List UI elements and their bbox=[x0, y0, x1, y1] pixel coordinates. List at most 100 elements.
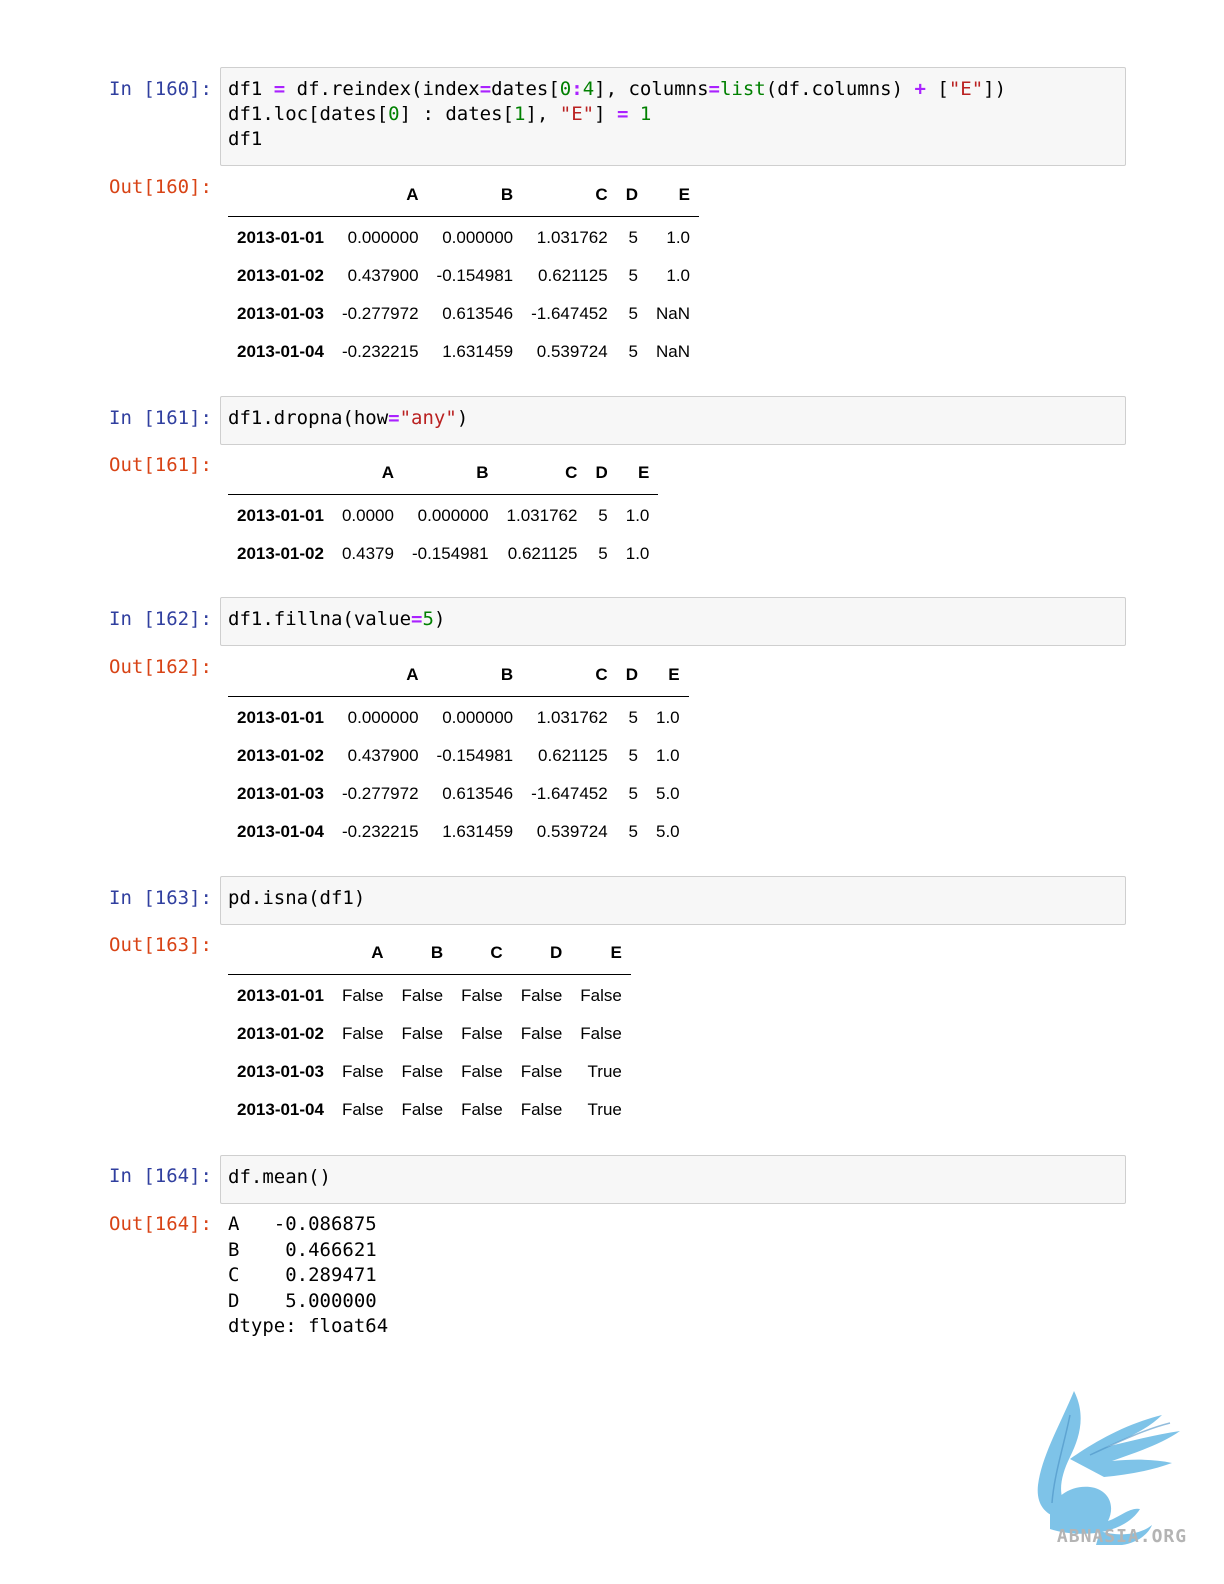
table-cell: 1.031762 bbox=[536, 228, 608, 247]
table-cell: False bbox=[401, 1024, 444, 1043]
table-cell: 1.631459 bbox=[442, 342, 514, 361]
row-index-label: 2013-01-01 bbox=[237, 986, 324, 1005]
code-token: list bbox=[719, 78, 766, 100]
index-header bbox=[228, 174, 333, 217]
output-prompt: Out[164]: bbox=[109, 1213, 212, 1235]
code-token: df1 bbox=[228, 128, 263, 150]
code-input-editor[interactable]: df1.dropna(how="any") bbox=[220, 396, 1126, 445]
code-token: df1 bbox=[228, 78, 274, 100]
code-token: ] bbox=[594, 103, 617, 125]
table-row: 2013-01-02 0.437900 -0.154981 0.621125 5 1.0 bbox=[228, 737, 689, 775]
column-header: E bbox=[616, 452, 659, 495]
table-row: 2013-01-02 False False False False False bbox=[228, 1015, 631, 1053]
column-header: C bbox=[452, 932, 512, 975]
code-token: 0 bbox=[559, 78, 572, 100]
output-prompt: Out[162]: bbox=[109, 656, 212, 678]
code-token: "any" bbox=[399, 407, 457, 429]
column-header: D bbox=[586, 452, 617, 495]
table-cell: -0.232215 bbox=[341, 822, 419, 841]
table-cell: 0.539724 bbox=[536, 342, 608, 361]
column-header: B bbox=[402, 452, 498, 495]
row-index-label: 2013-01-03 bbox=[237, 1062, 324, 1081]
table-cell: 0.539724 bbox=[536, 822, 608, 841]
row-index-label: 2013-01-01 bbox=[237, 506, 324, 525]
code-token: pd.isna(df1) bbox=[228, 887, 366, 909]
column-header: E bbox=[646, 654, 689, 697]
table-cell: 5 bbox=[628, 228, 638, 247]
table-cell: 0.0000 bbox=[341, 506, 394, 525]
table-cell: 1.0 bbox=[625, 544, 650, 563]
code-token: = bbox=[708, 78, 720, 100]
code-token: "E" bbox=[948, 78, 984, 100]
dataframe-output-table: A B C D E 2013-01-01 False False False False False… bbox=[228, 932, 631, 1129]
table-cell: -0.154981 bbox=[436, 266, 514, 285]
table-cell: 5 bbox=[598, 506, 608, 525]
table-cell: False bbox=[461, 986, 503, 1005]
code-line: df.mean() bbox=[228, 1165, 1118, 1190]
code-token: 0 bbox=[388, 103, 400, 125]
code-input-editor[interactable]: pd.isna(df1) bbox=[220, 876, 1126, 925]
column-header: D bbox=[616, 174, 647, 217]
output-prompt: Out[161]: bbox=[109, 454, 212, 476]
code-input-editor[interactable]: df1 = df.reindex(index=dates[0:4], colum… bbox=[220, 67, 1126, 166]
code-token: 1 bbox=[639, 103, 652, 125]
table-cell: False bbox=[341, 1062, 384, 1081]
row-index-label: 2013-01-02 bbox=[237, 266, 324, 285]
row-index-label: 2013-01-04 bbox=[237, 342, 324, 361]
table-cell: -0.277972 bbox=[341, 784, 419, 803]
table-cell: 1.0 bbox=[655, 746, 680, 765]
code-token: ], bbox=[525, 103, 560, 125]
table-row: 2013-01-04 False False False False True bbox=[228, 1091, 631, 1129]
row-index-label: 2013-01-03 bbox=[237, 784, 324, 803]
table-cell: 0.613546 bbox=[442, 784, 514, 803]
index-header bbox=[228, 932, 333, 975]
table-cell: False bbox=[401, 986, 444, 1005]
table-cell: NaN bbox=[655, 304, 690, 323]
table-cell: -0.154981 bbox=[436, 746, 514, 765]
dataframe-output-table: A B C D E 2013-01-01 0.000000 0.000000 1.031762 5… bbox=[228, 654, 689, 851]
dataframe-output-table: A B C D E 2013-01-01 0.000000 0.000000 1.031762 5… bbox=[228, 174, 699, 371]
table-cell: 5 bbox=[628, 266, 638, 285]
table-cell: False bbox=[520, 1062, 563, 1081]
table-cell: 5 bbox=[628, 746, 638, 765]
code-token: dates[ bbox=[491, 78, 560, 100]
code-token: = bbox=[617, 103, 629, 125]
column-header: E bbox=[571, 932, 631, 975]
table-cell: 5 bbox=[628, 304, 638, 323]
table-cell: 5 bbox=[628, 342, 638, 361]
row-index-label: 2013-01-01 bbox=[237, 228, 324, 247]
table-cell: True bbox=[587, 1062, 622, 1081]
column-header: D bbox=[616, 654, 647, 697]
table-cell: 5 bbox=[628, 708, 638, 727]
griffin-logo-icon bbox=[1037, 1391, 1180, 1545]
table-cell: 0.000000 bbox=[442, 708, 514, 727]
index-header bbox=[228, 452, 333, 495]
table-cell: -0.232215 bbox=[341, 342, 419, 361]
code-token: df1.loc[dates[ bbox=[228, 103, 389, 125]
dataframe-output-table: A B C D E 2013-01-01 0.0000 0.000000 1.031762 5 1.… bbox=[228, 452, 659, 573]
table-cell: 0.000000 bbox=[442, 228, 514, 247]
output-prompt: Out[160]: bbox=[109, 176, 212, 198]
code-input-editor[interactable]: df1.fillna(value=5) bbox=[220, 597, 1126, 646]
code-line: pd.isna(df1) bbox=[228, 886, 1118, 911]
table-row: 2013-01-04 -0.232215 1.631459 0.539724 5 5.0 bbox=[228, 813, 689, 851]
code-line: df1.loc[dates[0] : dates[1], "E"] = 1 bbox=[228, 102, 1118, 127]
row-index-label: 2013-01-04 bbox=[237, 1100, 324, 1119]
table-cell: 5 bbox=[628, 784, 638, 803]
table-cell: 5 bbox=[628, 822, 638, 841]
table-cell: False bbox=[520, 986, 563, 1005]
column-header: C bbox=[522, 654, 617, 697]
table-cell: 5.0 bbox=[655, 784, 680, 803]
code-token: ] : dates[ bbox=[399, 103, 514, 125]
table-cell: 0.621125 bbox=[538, 266, 608, 285]
table-cell: 0.621125 bbox=[538, 746, 608, 765]
code-token bbox=[628, 103, 639, 125]
table-cell: 0.621125 bbox=[507, 544, 578, 563]
column-header: B bbox=[392, 932, 453, 975]
code-token: = bbox=[273, 78, 286, 100]
code-token: 1 bbox=[514, 103, 526, 125]
code-line: df1 = df.reindex(index=dates[0:4], colum… bbox=[228, 77, 1118, 102]
code-input-editor[interactable]: df.mean() bbox=[220, 1155, 1126, 1204]
column-header: C bbox=[497, 452, 587, 495]
